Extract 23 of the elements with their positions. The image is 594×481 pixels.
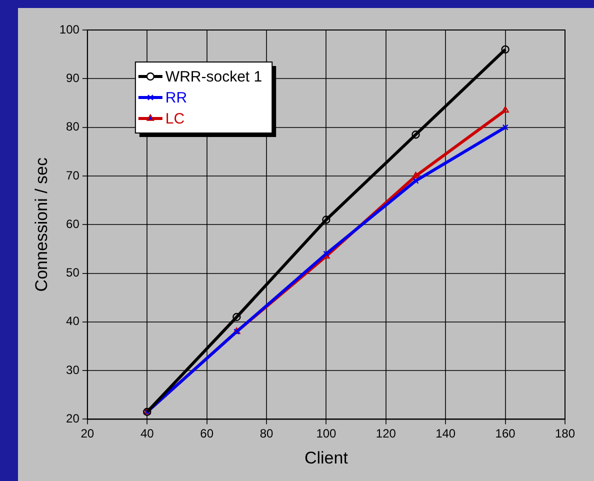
- x-tick-label: 160: [495, 426, 516, 441]
- legend-label: WRR-socket 1: [165, 68, 262, 86]
- x-tick-label: 180: [554, 426, 576, 441]
- legend-label: RR: [165, 90, 188, 107]
- x-tick-label: 60: [200, 426, 214, 441]
- y-tick-label: 20: [66, 412, 80, 426]
- x-tick-label: 40: [140, 426, 154, 441]
- x-tick-label: 140: [436, 426, 456, 441]
- y-tick-label: 60: [66, 216, 80, 231]
- legend-label: LC: [165, 110, 185, 128]
- y-tick-label: 90: [66, 70, 80, 85]
- x-tick-label: 20: [80, 426, 94, 441]
- y-tick-label: 80: [66, 120, 80, 134]
- x-tick-label: 80: [260, 426, 274, 441]
- y-axis-title: Connessioni / sec: [32, 157, 51, 292]
- y-tick-label: 100: [59, 22, 80, 36]
- y-tick-label: 70: [66, 168, 80, 182]
- y-tick-label: 30: [66, 362, 80, 377]
- y-tick-label: 50: [66, 266, 80, 280]
- x-tick-label: 100: [316, 426, 337, 441]
- y-tick-label: 40: [66, 314, 80, 328]
- x-axis-title: Client: [304, 448, 348, 468]
- x-tick-label: 120: [376, 426, 396, 441]
